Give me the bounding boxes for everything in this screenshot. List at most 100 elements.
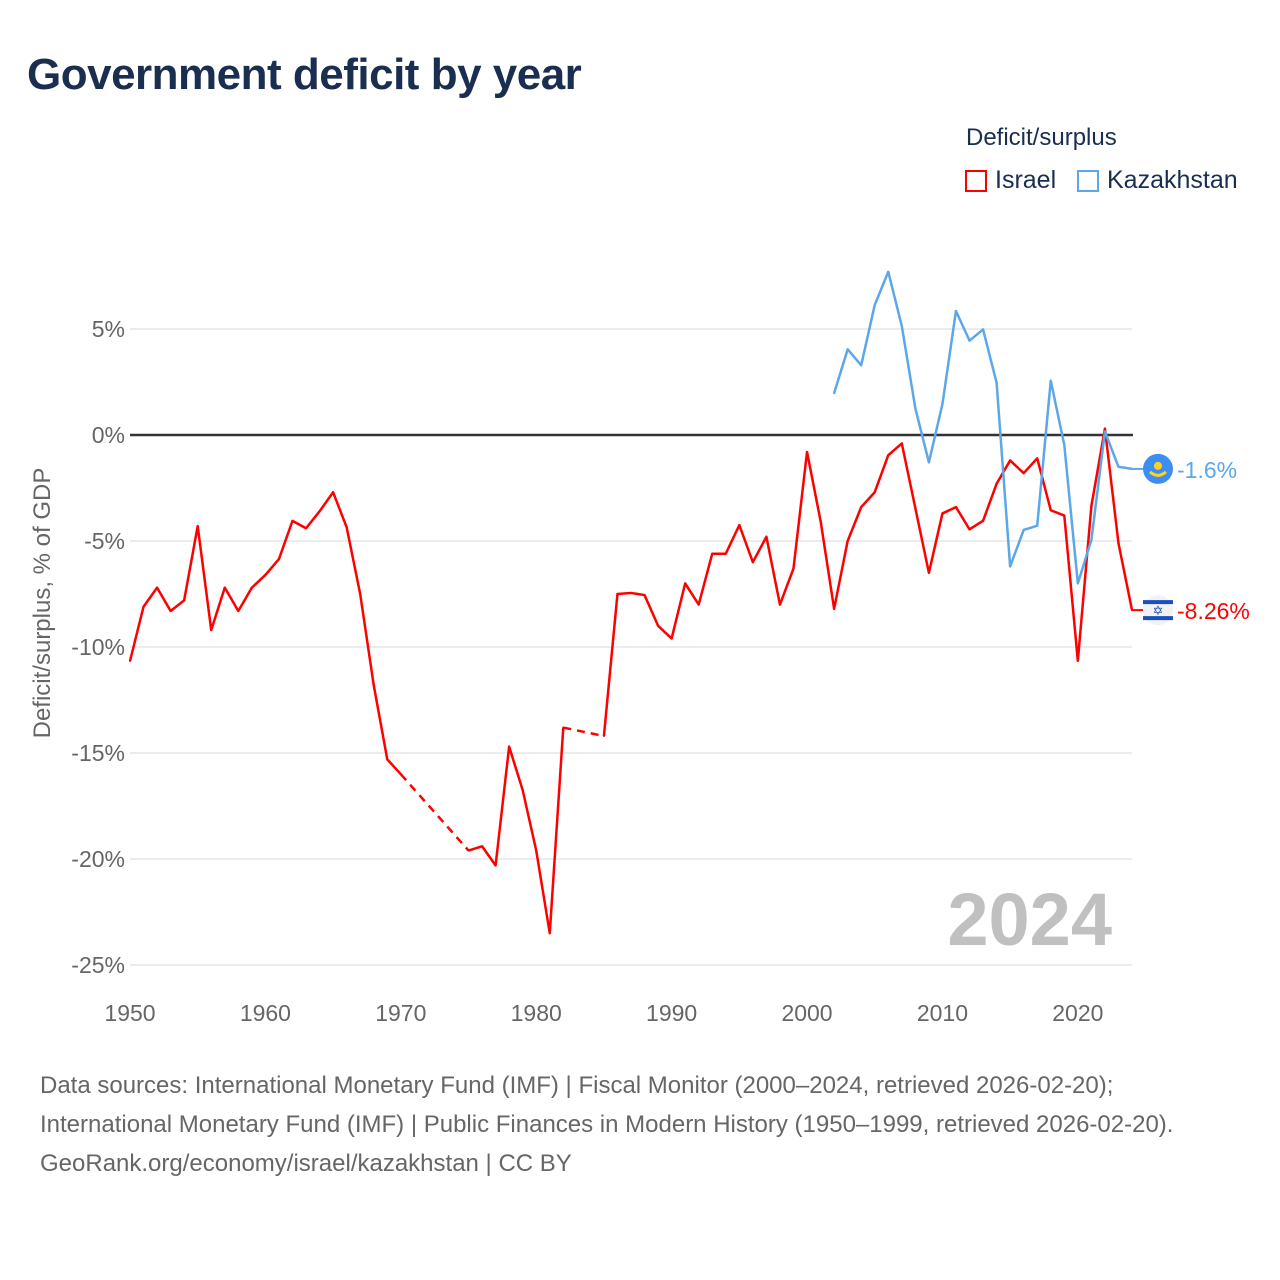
data-point [995, 381, 998, 384]
data-point [792, 567, 795, 570]
series-line-israel [128, 490, 402, 776]
data-point [954, 506, 957, 509]
chart-title: Government deficit by year [27, 50, 582, 99]
data-point [318, 510, 321, 513]
data-point [684, 582, 687, 585]
end-value-label: -1.6% [1177, 457, 1237, 483]
data-point [548, 932, 551, 935]
data-point [927, 461, 930, 464]
data-point [467, 849, 470, 852]
y-tick-label: -20% [71, 846, 125, 872]
data-point [264, 573, 267, 576]
data-point [305, 527, 308, 530]
data-point [1022, 472, 1025, 475]
x-tick-label: 2020 [1052, 1000, 1103, 1026]
data-sources: Data sources: International Monetary Fun… [40, 1072, 1174, 1138]
data-point [291, 519, 294, 522]
data-point [670, 637, 673, 640]
data-point [941, 512, 944, 515]
data-point [724, 552, 727, 555]
data-point [332, 491, 335, 494]
legend-item-israel[interactable]: Israel [965, 166, 1056, 195]
series-line-kazakhstan [832, 270, 1133, 585]
data-point [1103, 430, 1106, 433]
data-point [995, 482, 998, 485]
data-point [860, 364, 863, 367]
legend-title: Deficit/surplus [966, 124, 1117, 151]
legend-label: Kazakhstan [1107, 166, 1238, 194]
data-point [399, 773, 402, 776]
data-point [738, 524, 741, 527]
data-point [765, 535, 768, 538]
year-watermark: 2024 [947, 878, 1112, 961]
data-point [183, 599, 186, 602]
x-tick-label: 1960 [240, 1000, 291, 1026]
data-point [1009, 459, 1012, 462]
data-point [277, 558, 280, 561]
data-point [806, 450, 809, 453]
y-tick-label: -25% [71, 952, 125, 978]
data-point [1117, 465, 1120, 468]
data-point [982, 519, 985, 522]
eagle-icon [1149, 470, 1167, 477]
data-point [1076, 582, 1079, 585]
data-point [481, 845, 484, 848]
data-point [494, 864, 497, 867]
data-point [968, 528, 971, 531]
x-tick-label: 2010 [917, 1000, 968, 1026]
data-point [914, 507, 917, 510]
data-point [169, 609, 172, 612]
data-point [1022, 528, 1025, 531]
data-point [359, 593, 362, 595]
data-point [887, 454, 890, 457]
data-point [129, 659, 131, 662]
data-point [711, 552, 714, 555]
data-point [521, 789, 524, 792]
x-tick-label: 1980 [511, 1000, 562, 1026]
data-point [860, 506, 863, 509]
data-point [372, 684, 375, 687]
legend-label: Israel [995, 166, 1057, 194]
data-point [386, 758, 389, 761]
data-point [1117, 542, 1120, 545]
data-point [1076, 659, 1079, 662]
x-tick-label: 2000 [781, 1000, 832, 1026]
star-of-david-icon: ✡ [1153, 604, 1164, 619]
series-gap-dashed [399, 773, 470, 852]
data-point [250, 586, 253, 589]
y-tick-label: 0% [92, 422, 125, 448]
y-tick-label: -5% [84, 528, 125, 554]
data-point [1090, 505, 1093, 508]
data-point [833, 607, 836, 610]
legend-swatch-kazakhstan [1077, 169, 1099, 192]
data-point [142, 605, 145, 608]
data-point [602, 735, 605, 738]
data-point [345, 526, 348, 529]
sun-icon [1154, 461, 1162, 470]
series-line-israel [602, 427, 1134, 737]
flag-stripe [1143, 600, 1173, 605]
flag-stripe [1143, 616, 1173, 621]
legend-swatch-israel [965, 169, 987, 192]
y-axis-label: Deficit/surplus, % of GDP [29, 468, 56, 739]
data-point [630, 591, 632, 594]
legend-item-kazakhstan[interactable]: Kazakhstan [1077, 166, 1238, 195]
data-point [873, 304, 876, 307]
end-value-label: -8.26% [1177, 598, 1250, 624]
data-point [657, 624, 660, 627]
data-point [900, 442, 903, 445]
credit-link[interactable]: GeoRank.org/economy/israel/kazakhstan | … [40, 1150, 572, 1177]
y-tick-label: -15% [71, 740, 125, 766]
data-point [156, 586, 159, 589]
series-gap-dashed [563, 726, 605, 738]
data-point [778, 603, 781, 606]
data-point [223, 586, 226, 589]
data-point [643, 594, 646, 597]
x-tick-label: 1950 [104, 1000, 155, 1026]
data-point [1009, 565, 1012, 568]
data-point [210, 629, 213, 632]
series-line-israel [468, 727, 565, 935]
data-point [846, 540, 849, 542]
data-point [1049, 379, 1052, 382]
data-point [508, 745, 511, 748]
